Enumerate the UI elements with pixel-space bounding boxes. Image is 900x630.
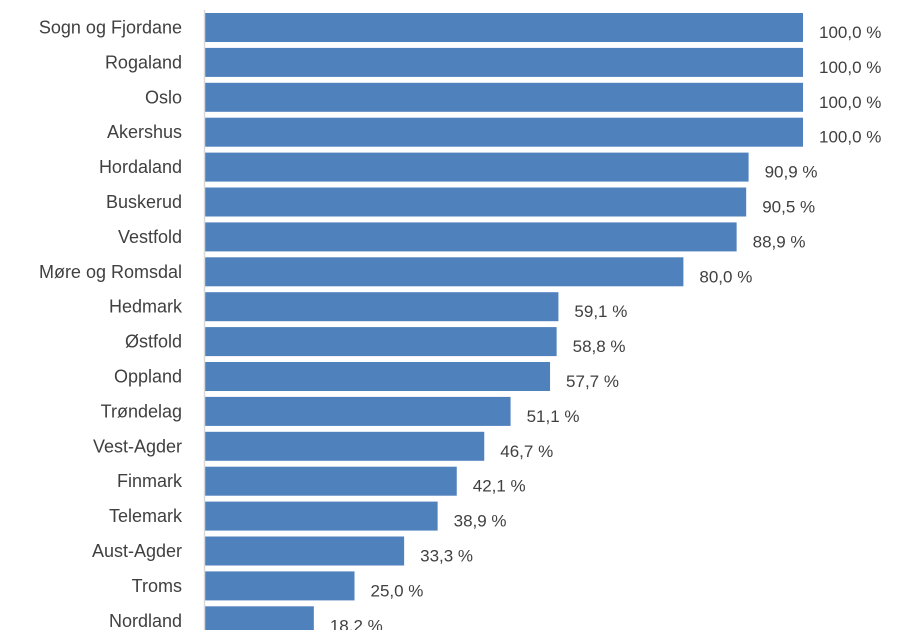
category-label: Vestfold <box>118 227 182 247</box>
category-label: Hedmark <box>109 297 183 317</box>
category-label: Troms <box>132 576 182 596</box>
bar <box>205 327 557 357</box>
category-label: Buskerud <box>106 192 182 212</box>
bar <box>205 222 737 252</box>
bar <box>205 257 684 287</box>
category-labels-group: Sogn og Fjordane Rogaland Oslo Akershus Hord… <box>39 18 183 630</box>
value-label: 59,1 % <box>574 302 627 321</box>
value-label: 38,9 % <box>454 512 507 531</box>
value-label: 100,0 % <box>819 128 881 147</box>
bar <box>205 152 749 182</box>
category-label: Rogaland <box>105 52 182 72</box>
bar <box>205 187 747 217</box>
category-label: Østfold <box>125 332 182 352</box>
value-label: 90,5 % <box>762 198 815 217</box>
category-label: Oslo <box>145 87 182 107</box>
value-label: 42,1 % <box>473 477 526 496</box>
category-label: Finmark <box>117 471 183 491</box>
bar <box>205 117 803 147</box>
category-label: Møre og Romsdal <box>39 262 182 282</box>
value-label: 46,7 % <box>500 442 553 461</box>
value-label: 80,0 % <box>699 267 752 286</box>
value-label: 88,9 % <box>753 232 806 251</box>
value-label: 33,3 % <box>420 547 473 566</box>
category-label: Vest-Agder <box>93 436 182 456</box>
value-label: 25,0 % <box>371 581 424 600</box>
bar <box>205 501 438 531</box>
bar <box>205 82 803 112</box>
category-label: Hordaland <box>99 157 182 177</box>
value-label: 100,0 % <box>819 23 881 42</box>
value-label: 100,0 % <box>819 58 881 77</box>
category-label: Aust-Agder <box>92 541 182 561</box>
bar <box>205 13 803 42</box>
bar <box>205 292 559 322</box>
value-label: 90,9 % <box>765 163 818 182</box>
category-label: Telemark <box>109 506 183 526</box>
value-label: 51,1 % <box>527 407 580 426</box>
value-label: 58,8 % <box>573 337 626 356</box>
category-label: Oppland <box>114 367 182 387</box>
category-label: Sogn og Fjordane <box>39 18 182 38</box>
bar <box>205 571 355 601</box>
bar <box>205 431 485 461</box>
bar <box>205 396 511 426</box>
bar <box>205 362 551 391</box>
category-label: Nordland <box>109 611 182 630</box>
value-label: 100,0 % <box>819 93 881 112</box>
bars-group <box>205 13 803 630</box>
bar <box>205 536 405 566</box>
bar <box>205 466 457 496</box>
category-label: Trøndelag <box>101 401 182 421</box>
value-labels-group: 100,0 %100,0 %100,0 %100,0 %90,9 %90,5 %… <box>330 23 882 630</box>
bar <box>205 606 314 630</box>
value-label: 57,7 % <box>566 372 619 391</box>
category-label: Akershus <box>107 122 182 142</box>
value-label: 18,2 % <box>330 616 383 630</box>
bar <box>205 47 803 77</box>
